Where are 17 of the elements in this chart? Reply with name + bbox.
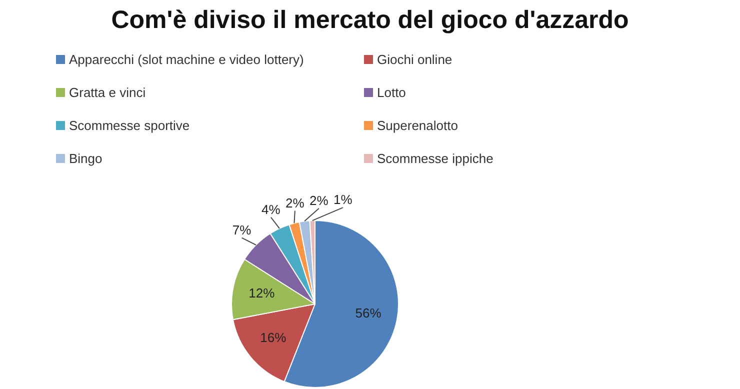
- legend-label: Bingo: [69, 151, 102, 166]
- data-label: 7%: [232, 222, 252, 238]
- data-label: 2%: [286, 195, 305, 210]
- legend-label: Superenalotto: [377, 118, 458, 133]
- data-label: 16%: [260, 330, 287, 346]
- chart-title: Com'è diviso il mercato del gioco d'azzardo: [110, 6, 630, 35]
- legend-label: Scommesse sportive: [69, 118, 190, 133]
- legend-label: Scommesse ippiche: [377, 151, 494, 166]
- data-label: 56%: [355, 306, 382, 321]
- data-label: 12%: [248, 285, 276, 300]
- legend-label: Gratta e vinci: [69, 85, 146, 100]
- data-label: 1%: [334, 192, 353, 208]
- legend-label: Lotto: [377, 85, 406, 100]
- data-label: 4%: [262, 202, 281, 217]
- legend-label: Giochi online: [377, 52, 452, 67]
- legend-label: Apparecchi (slot machine e video lottery): [69, 52, 304, 67]
- data-label: 2%: [310, 192, 329, 208]
